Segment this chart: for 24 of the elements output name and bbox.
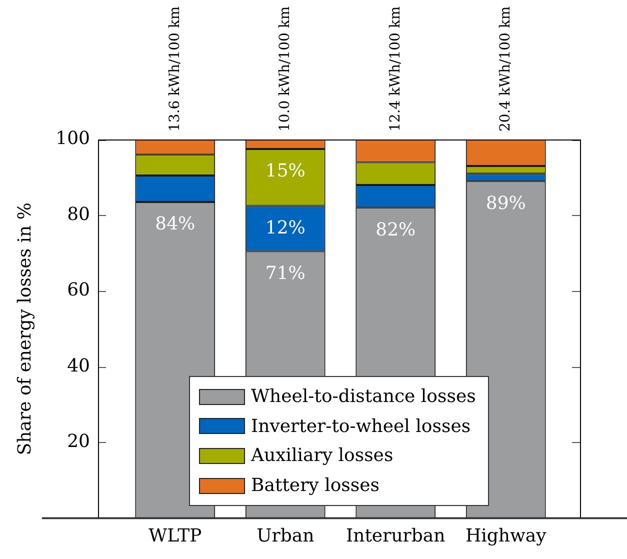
text: 20.4 kWh/100 km xyxy=(498,6,514,132)
legend-label: Battery losses xyxy=(251,474,380,498)
x-tick-label: Urban xyxy=(256,526,315,547)
y-axis-title: Share of energy losses in % xyxy=(14,202,36,456)
data-label: 12% xyxy=(265,217,306,238)
x-tick-label: Interurban xyxy=(346,526,446,547)
x-tick-label: Highway xyxy=(465,526,548,547)
y-tick-label: 40 xyxy=(67,355,90,376)
text: 12.4 kWh/100 km xyxy=(387,6,404,132)
text: 10.0 kWh/100 km xyxy=(277,6,294,132)
data-label: 15% xyxy=(265,160,306,182)
data-label: 89% xyxy=(486,192,526,214)
legend-label: Inverter-to-wheel losses xyxy=(251,414,471,439)
y-tick-label: 80 xyxy=(67,204,90,225)
y-tick-label: 100 xyxy=(56,128,90,150)
legend-label: Auxiliary losses xyxy=(251,444,394,468)
x-tick-label: WLTP xyxy=(148,526,202,547)
data-label: 71% xyxy=(265,262,306,284)
y-tick-label: 60 xyxy=(67,280,90,301)
data-label: 82% xyxy=(376,219,416,240)
y-tick-label: 20 xyxy=(67,431,90,452)
data-label: 84% xyxy=(155,214,196,235)
series-label: Wheel-to-distance losses xyxy=(251,385,476,409)
text: 13.6 kWh/100 km xyxy=(166,6,183,132)
